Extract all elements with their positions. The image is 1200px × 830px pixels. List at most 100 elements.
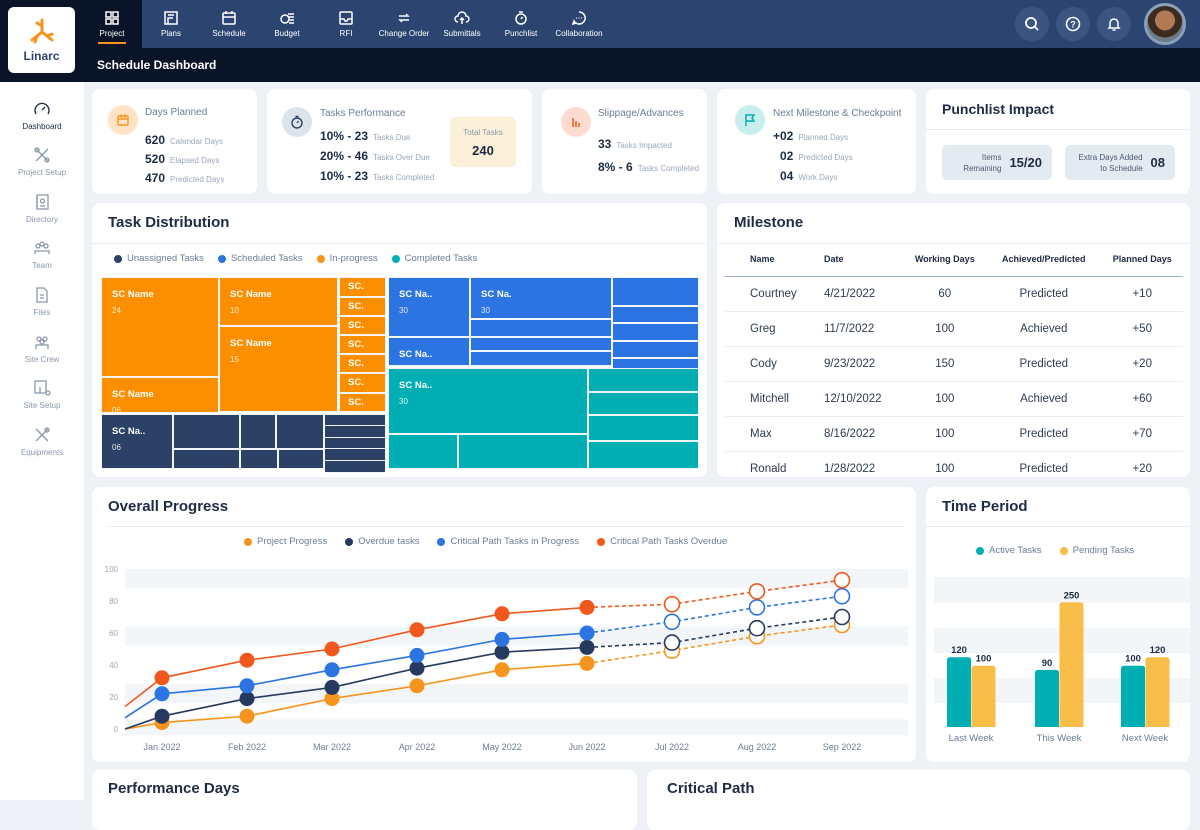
data-point[interactable] bbox=[579, 639, 595, 655]
treemap-cell[interactable]: SC Na..30 bbox=[388, 337, 470, 366]
treemap-cell[interactable] bbox=[612, 306, 699, 323]
data-point[interactable] bbox=[579, 625, 595, 641]
data-point[interactable] bbox=[239, 708, 255, 724]
treemap-cell[interactable] bbox=[588, 368, 699, 392]
nav-punchlist[interactable]: Punchlist bbox=[491, 0, 551, 48]
nav-collaboration[interactable]: Collaboration bbox=[549, 0, 609, 48]
bar[interactable] bbox=[1035, 669, 1059, 727]
sidebar-item-project-setup[interactable]: Project Setup bbox=[0, 139, 84, 185]
treemap-cell[interactable]: SC Name 24 bbox=[101, 277, 219, 377]
sidebar-item-site-setup[interactable]: Site Setup bbox=[0, 372, 84, 418]
bar[interactable] bbox=[1121, 665, 1145, 727]
data-point[interactable] bbox=[324, 691, 340, 707]
treemap-cell[interactable] bbox=[588, 415, 699, 441]
treemap-cell[interactable] bbox=[458, 434, 588, 469]
table-row[interactable]: Cody 9/23/2022 150 Predicted +20 bbox=[725, 346, 1183, 382]
treemap-cell[interactable] bbox=[612, 323, 699, 341]
treemap-cell[interactable] bbox=[278, 449, 324, 469]
data-point[interactable] bbox=[833, 571, 851, 589]
column-header[interactable]: Date bbox=[823, 242, 904, 277]
treemap-cell[interactable]: SC Name 15 bbox=[219, 326, 338, 412]
table-row[interactable]: Greg 11/7/2022 100 Achieved +50 bbox=[725, 311, 1183, 347]
treemap-cell[interactable]: SC. bbox=[339, 335, 386, 354]
column-header[interactable]: Planned Days bbox=[1101, 242, 1183, 277]
bar[interactable] bbox=[1059, 602, 1084, 727]
table-row[interactable]: Courtney 4/21/2022 60 Predicted +10 bbox=[725, 276, 1183, 312]
data-point[interactable] bbox=[324, 662, 340, 678]
treemap-cell[interactable] bbox=[276, 414, 324, 449]
data-point[interactable] bbox=[494, 662, 510, 678]
data-point[interactable] bbox=[833, 608, 851, 626]
sidebar-item-dashboard[interactable]: Dashboard bbox=[0, 92, 84, 138]
treemap-cell[interactable] bbox=[588, 392, 699, 415]
data-point[interactable] bbox=[748, 599, 766, 616]
data-point[interactable] bbox=[663, 634, 681, 651]
data-point[interactable] bbox=[494, 631, 510, 647]
data-point[interactable] bbox=[579, 655, 595, 671]
logo[interactable]: Linarc bbox=[8, 7, 75, 73]
table-row[interactable]: Mitchell 12/10/2022 100 Achieved +60 bbox=[725, 381, 1183, 417]
data-point[interactable] bbox=[494, 606, 510, 622]
sidebar-item-files[interactable]: Files bbox=[0, 278, 84, 324]
treemap-cell[interactable]: SC. bbox=[339, 297, 386, 316]
data-point[interactable] bbox=[409, 678, 425, 694]
treemap-cell[interactable] bbox=[612, 341, 699, 358]
data-point[interactable] bbox=[239, 691, 255, 707]
treemap-cell[interactable]: SC. bbox=[339, 393, 386, 412]
column-header[interactable]: Name bbox=[725, 242, 824, 277]
data-point[interactable] bbox=[494, 644, 510, 660]
treemap-cell[interactable] bbox=[240, 414, 276, 449]
treemap-cell[interactable]: SC. bbox=[339, 316, 386, 335]
treemap-cell[interactable] bbox=[240, 449, 278, 469]
data-point[interactable] bbox=[239, 652, 255, 668]
data-point[interactable] bbox=[239, 678, 255, 694]
treemap-cell[interactable] bbox=[173, 414, 240, 449]
treemap-cell[interactable]: SC Name 10 bbox=[219, 277, 338, 326]
data-point[interactable] bbox=[833, 587, 851, 605]
data-point[interactable] bbox=[579, 599, 595, 615]
search-button[interactable] bbox=[1015, 7, 1049, 41]
treemap-cell[interactable]: SC Na. 30 bbox=[470, 277, 612, 319]
bar[interactable] bbox=[1145, 657, 1170, 727]
bar[interactable] bbox=[947, 657, 971, 727]
nav-submittals[interactable]: Submittals bbox=[432, 0, 492, 48]
treemap-cell[interactable] bbox=[470, 319, 612, 337]
table-row[interactable]: Ronald 1/28/2022 100 Predicted +20 bbox=[725, 451, 1183, 477]
sidebar-item-site-crew[interactable]: Site Crew bbox=[0, 325, 84, 371]
treemap-cell[interactable]: SC. bbox=[339, 373, 386, 393]
column-header[interactable]: Working Days bbox=[903, 242, 987, 277]
sidebar-item-equipments[interactable]: Equipments bbox=[0, 418, 84, 464]
treemap-cell[interactable]: SC. bbox=[339, 354, 386, 373]
treemap-cell[interactable]: SC. bbox=[339, 277, 386, 297]
avatar[interactable] bbox=[1144, 3, 1186, 45]
nav-change-order[interactable]: Change Order bbox=[374, 0, 434, 48]
nav-schedule[interactable]: Schedule bbox=[199, 0, 259, 48]
treemap-cell[interactable]: SC Na..30 bbox=[388, 368, 588, 434]
notifications-button[interactable] bbox=[1097, 7, 1131, 41]
treemap-cell[interactable] bbox=[612, 277, 699, 306]
data-point[interactable] bbox=[154, 686, 170, 702]
data-point[interactable] bbox=[748, 583, 766, 600]
data-point[interactable] bbox=[663, 613, 681, 631]
table-row[interactable]: Max 8/16/2022 100 Predicted +70 bbox=[725, 416, 1183, 452]
data-point[interactable] bbox=[324, 679, 340, 695]
data-point[interactable] bbox=[409, 622, 425, 638]
treemap-cell[interactable]: SC Name 06 bbox=[101, 377, 219, 413]
nav-project[interactable]: Project bbox=[82, 0, 142, 48]
help-button[interactable]: ? bbox=[1056, 7, 1090, 41]
sidebar-item-directory[interactable]: Directory bbox=[0, 185, 84, 231]
nav-rfi[interactable]: RFI bbox=[316, 0, 376, 48]
bar[interactable] bbox=[971, 665, 996, 727]
treemap-cell[interactable]: SC Na.. 06 bbox=[101, 414, 173, 469]
data-point[interactable] bbox=[748, 619, 766, 637]
nav-budget[interactable]: Budget bbox=[257, 0, 317, 48]
data-point[interactable] bbox=[409, 647, 425, 663]
data-point[interactable] bbox=[663, 595, 681, 613]
data-point[interactable] bbox=[409, 660, 425, 676]
treemap-cell[interactable] bbox=[588, 441, 699, 469]
treemap-cell[interactable] bbox=[324, 460, 386, 473]
treemap-cell[interactable] bbox=[470, 351, 612, 366]
treemap-cell[interactable] bbox=[388, 434, 458, 469]
column-header[interactable]: Achieved/Predicted bbox=[986, 242, 1102, 277]
data-point[interactable] bbox=[324, 641, 340, 657]
